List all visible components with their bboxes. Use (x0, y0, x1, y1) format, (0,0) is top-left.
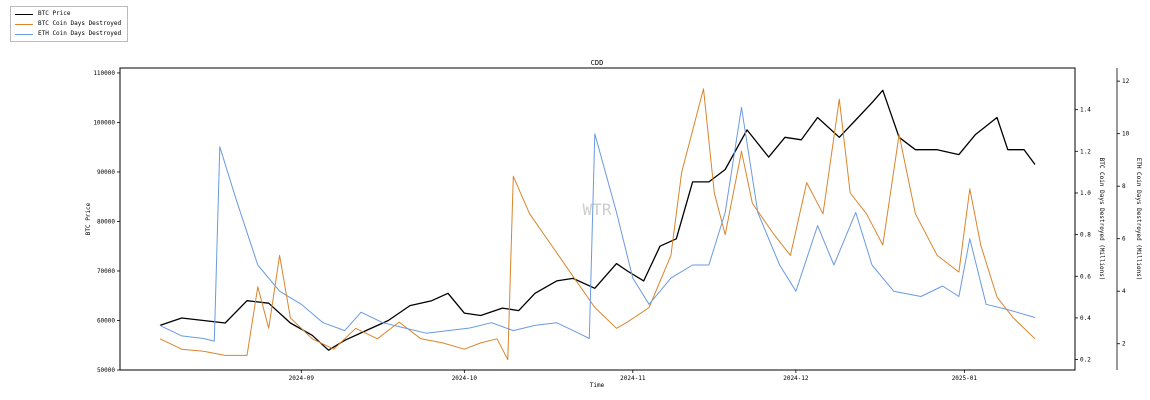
y-left-tick-label: 70000 (97, 268, 115, 275)
y-right2-tick-label: 2 (1122, 341, 1126, 348)
x-tick-label: 2024-10 (452, 375, 478, 382)
y-left-tick-label: 90000 (97, 169, 115, 176)
x-tick-label: 2025-01 (952, 375, 978, 382)
y-right2-tick-label: 12 (1122, 78, 1130, 85)
legend-swatch-btc-price (15, 13, 33, 15)
legend: BTC Price BTC Coin Days Destroyed ETH Co… (10, 6, 129, 42)
legend-swatch-eth-cdd (15, 33, 33, 35)
y-right2-tick-label: 4 (1122, 288, 1126, 295)
y-axis-left-label: BTC Price (85, 202, 92, 235)
x-axis: 2024-09 2024-10 2024-11 2024-12 2025-01 (289, 370, 978, 382)
legend-label-btc-cdd: BTC Coin Days Destroyed (38, 20, 122, 27)
y-right2-tick-label: 10 (1122, 131, 1130, 138)
legend-item-btc-price: BTC Price (15, 9, 121, 19)
watermark: WTR (583, 200, 612, 219)
y-right1-tick-label: 1.4 (1080, 107, 1091, 114)
y-axis-left: 50000 60000 70000 80000 90000 100000 110000 (93, 70, 120, 374)
x-axis-label: Time (590, 382, 605, 389)
x-tick-label: 2024-12 (783, 375, 809, 382)
y-axis-right-btc-label: BTC Coin Days Destroyed (Millions) (1098, 158, 1105, 281)
legend-label-btc-price: BTC Price (38, 10, 71, 17)
plot-area (119, 67, 1076, 371)
y-left-tick-label: 80000 (97, 218, 115, 225)
y-left-tick-label: 60000 (97, 317, 115, 324)
y-right1-tick-label: 1.2 (1080, 148, 1091, 155)
y-left-tick-label: 110000 (93, 70, 115, 77)
y-right2-tick-label: 6 (1122, 236, 1126, 243)
series-line-eth-cdd (159, 106, 1036, 342)
chart-title: CDD (591, 59, 604, 67)
y-right1-tick-label: 0.8 (1080, 232, 1091, 239)
y-axis-right-eth-cdd: 2 4 6 8 10 12 (1116, 68, 1130, 370)
legend-swatch-btc-cdd (15, 23, 33, 25)
legend-item-btc-cdd: BTC Coin Days Destroyed (15, 19, 121, 29)
y-right1-tick-label: 0.6 (1080, 273, 1091, 280)
y-right1-tick-label: 0.2 (1080, 357, 1091, 364)
y-right1-tick-label: 0.4 (1080, 315, 1091, 322)
y-left-tick-label: 50000 (97, 367, 115, 374)
x-tick-label: 2024-11 (620, 375, 646, 382)
series-layer (159, 88, 1036, 361)
legend-item-eth-cdd: ETH Coin Days Destroyed (15, 29, 121, 39)
y-right1-tick-label: 1.0 (1080, 190, 1091, 197)
y-axis-right-eth-label: ETH Coin Days Destroyed (Millions) (1135, 158, 1142, 281)
x-tick-label: 2024-09 (289, 375, 315, 382)
y-axis-right-btc-cdd: 0.2 0.4 0.6 0.8 1.0 1.2 1.4 (1075, 107, 1091, 364)
series-line-btc-cdd (159, 88, 1036, 361)
y-right2-tick-label: 8 (1122, 183, 1126, 190)
y-left-tick-label: 100000 (93, 119, 115, 126)
legend-label-eth-cdd: ETH Coin Days Destroyed (38, 30, 122, 37)
